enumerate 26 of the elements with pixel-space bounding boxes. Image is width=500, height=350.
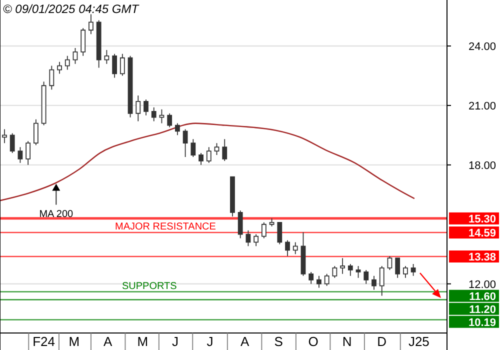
x-tick-label: A: [240, 334, 250, 349]
ref-line-label: MAJOR RESISTANCE: [115, 221, 216, 232]
x-tick-label: S: [274, 334, 284, 349]
ref-line-label: SUPPORTS: [122, 280, 178, 292]
x-tick-label: A: [103, 334, 112, 349]
y-tick-label: 24.00: [468, 40, 496, 53]
y-tick-label: 21.00: [468, 100, 496, 112]
x-tick-label: D: [377, 334, 387, 349]
annotation: MA 200: [39, 208, 74, 220]
x-tick-label: J25: [408, 334, 430, 349]
x-tick-label: M: [68, 334, 80, 349]
x-tick-label: M: [137, 334, 148, 349]
y-tick-label: 18.00: [468, 160, 496, 172]
x-tick-label: O: [308, 334, 318, 349]
y-tick-label: 12.00: [468, 278, 496, 291]
text: 11.60: [469, 290, 496, 303]
chart-title: © 09/01/2025 04:45 GMT: [3, 2, 140, 16]
x-tick-label: J: [172, 334, 178, 349]
text: 13.38: [468, 251, 496, 264]
text: 10.19: [468, 316, 496, 329]
x-tick-label: N: [342, 334, 352, 349]
text: 15.30: [468, 213, 496, 226]
text: 14.59: [468, 228, 496, 240]
x-tick-label: F24: [32, 334, 56, 349]
x-tick-label: J: [206, 334, 214, 349]
text: 11.20: [469, 304, 496, 316]
